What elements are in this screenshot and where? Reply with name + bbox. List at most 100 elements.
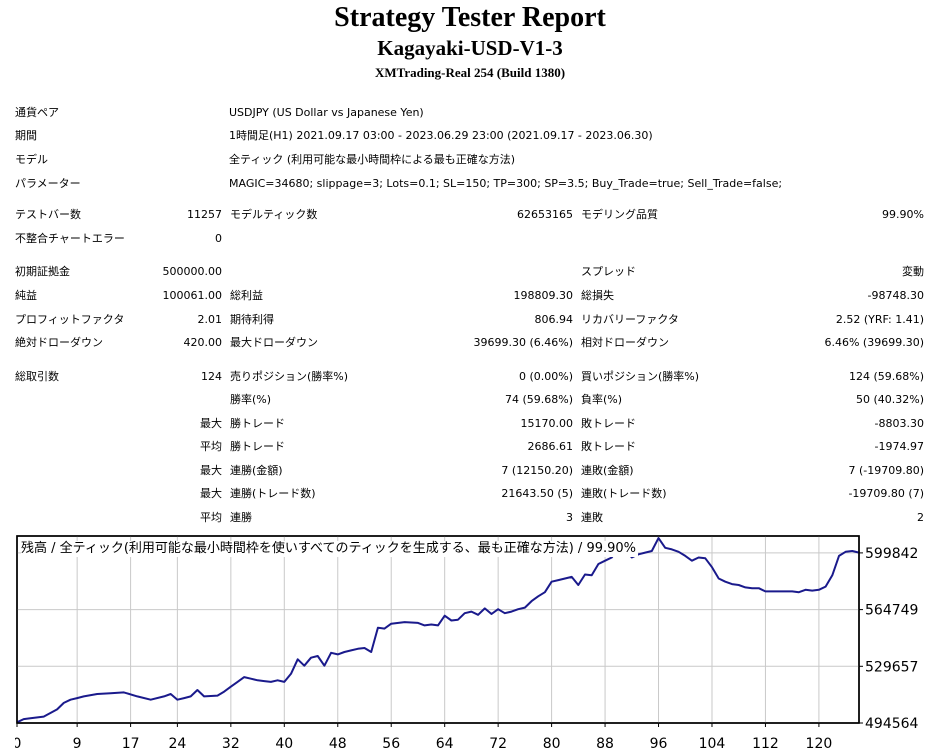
- pair-value: USDJPY (US Dollar vs Japanese Yen): [229, 106, 424, 119]
- x-tick-label: 120: [806, 736, 833, 752]
- quality-value: 99.90%: [882, 208, 924, 221]
- relative-drawdown-value: 6.46% (39699.30): [824, 336, 924, 349]
- quality-label: モデリング品質: [581, 208, 658, 221]
- average-loss-label: 敗トレード: [581, 440, 636, 453]
- pair-label: 通貨ペア: [15, 106, 59, 119]
- gross-profit-value: 198809.30: [513, 289, 574, 302]
- x-tick-label: 9: [73, 736, 82, 752]
- y-tick-label: 529657: [865, 659, 918, 675]
- largest-loss-value: -8803.30: [874, 417, 924, 430]
- x-tick-label: 40: [275, 736, 293, 752]
- average-consecutive-losses-value: 2: [917, 511, 924, 524]
- x-tick-label: 24: [168, 736, 186, 752]
- mismatch-errors-label: 不整合チャートエラー: [15, 232, 125, 245]
- bars-value: 11257: [187, 208, 222, 221]
- average-loss-value: -1974.97: [874, 440, 924, 453]
- plot-border: [16, 535, 860, 724]
- maximal-drawdown-value: 39699.30 (6.46%): [473, 336, 573, 349]
- server-name: XMTrading-Real 254 (Build 1380): [374, 65, 566, 80]
- x-tick-label: 48: [329, 736, 347, 752]
- largest-win-label: 勝トレード: [230, 417, 285, 430]
- y-tick-label: 564749: [865, 603, 918, 619]
- x-tick-label: 64: [436, 736, 454, 752]
- initial-deposit-label: 初期証拠金: [15, 265, 70, 278]
- x-tick-label: 112: [752, 736, 779, 752]
- largest-qualifier: 最大: [200, 417, 222, 430]
- expected-payoff-value: 806.94: [534, 313, 574, 326]
- balance-line: [16, 537, 860, 724]
- expert-advisor-name: Kagayaki-USD-V1-3: [377, 36, 563, 60]
- net-profit-label: 純益: [15, 289, 37, 302]
- period-label: 期間: [15, 129, 37, 142]
- maximum-qualifier: 最大: [200, 464, 222, 477]
- average-consecutive-wins-label: 連勝: [230, 511, 252, 524]
- ticks-label: モデルティック数: [230, 208, 318, 221]
- initial-deposit-value: 500000.00: [162, 265, 223, 278]
- ticks-value: 62653165: [517, 208, 573, 221]
- gross-loss-value: -98748.30: [867, 289, 924, 302]
- bars-label: テストバー数: [15, 208, 81, 221]
- largest-loss-label: 敗トレード: [581, 417, 636, 430]
- consecutive-losses-amount-label: 連敗(金額): [581, 464, 634, 477]
- consecutive-losses-trades-label: 連敗(トレード数): [581, 487, 667, 500]
- total-trades-value: 124: [201, 370, 222, 383]
- expected-payoff-label: 期待利得: [230, 313, 274, 326]
- loss-rate-value: 50 (40.32%): [855, 393, 924, 406]
- x-tick-label: 80: [543, 736, 561, 752]
- largest-win-value: 15170.00: [520, 417, 574, 430]
- average-consecutive-losses-label: 連敗: [581, 511, 603, 524]
- maximal-drawdown-label: 最大ドローダウン: [230, 336, 318, 349]
- mismatch-errors-value: 0: [215, 232, 222, 245]
- long-positions-label: 買いポジション(勝率%): [581, 370, 700, 383]
- x-tick-label: 104: [699, 736, 726, 752]
- chart-title: 残高 / 全ティック(利用可能な最小時間枠を使いすべてのティックを生成する、最も…: [21, 541, 639, 557]
- balance-chart-svg: 0 9 17 24 32 40 48 56 64 72 80 88 96 104 112 120 494564 5…: [15, 535, 919, 752]
- model-value: 全ティック (利用可能な最小時間枠による最も正確な方法): [229, 153, 516, 166]
- long-positions-value: 124 (59.68%): [848, 370, 924, 383]
- consecutive-wins-trades-label: 連勝(トレード数): [230, 487, 316, 500]
- spread-label: スプレッド: [581, 265, 636, 278]
- x-tick-label: 56: [382, 736, 400, 752]
- x-tick-label: 88: [596, 736, 614, 752]
- absolute-drawdown-label: 絶対ドローダウン: [15, 336, 103, 349]
- x-tick-label: 32: [222, 736, 240, 752]
- consecutive-wins-amount-value: 7 (12150.20): [501, 464, 573, 477]
- x-tick-label: 17: [122, 736, 140, 752]
- short-positions-label: 売りポジション(勝率%): [230, 370, 349, 383]
- maximal-qualifier: 最大: [200, 487, 222, 500]
- parameters-label: パラメーター: [15, 177, 81, 190]
- x-tick-label: 72: [489, 736, 507, 752]
- profit-factor-value: 2.01: [197, 313, 223, 326]
- consecutive-losses-trades-value: -19709.80 (7): [848, 487, 924, 500]
- model-label: モデル: [15, 153, 48, 166]
- balance-chart: 0 9 17 24 32 40 48 56 64 72 80 88 96 104 112 120 494564 5…: [15, 534, 940, 754]
- short-positions-value: 0 (0.00%): [518, 370, 573, 383]
- average-win-label: 勝トレード: [230, 440, 285, 453]
- average-consecutive-qualifier: 平均: [200, 511, 222, 524]
- total-trades-label: 総取引数: [15, 370, 59, 383]
- plot-frame: [16, 535, 860, 724]
- report-title: Strategy Tester Report: [334, 2, 606, 33]
- absolute-drawdown-value: 420.00: [183, 336, 223, 349]
- parameters-value: MAGIC=34680; slippage=3; Lots=0.1; SL=15…: [229, 177, 783, 190]
- gross-profit-label: 総利益: [230, 289, 263, 302]
- win-rate-label: 勝率(%): [230, 393, 272, 406]
- spread-value: 変動: [902, 265, 924, 278]
- gross-loss-label: 総損失: [581, 289, 614, 302]
- average-win-value: 2686.61: [527, 440, 574, 453]
- average-qualifier: 平均: [200, 440, 222, 453]
- recovery-factor-label: リカバリーファクタ: [581, 313, 679, 326]
- consecutive-wins-trades-value: 21643.50 (5): [501, 487, 573, 500]
- y-tick-label: 494564: [865, 716, 919, 732]
- consecutive-wins-amount-label: 連勝(金額): [230, 464, 283, 477]
- period-value: 1時間足(H1) 2021.09.17 03:00 - 2023.06.29 2…: [229, 129, 653, 142]
- win-rate-value: 74 (59.68%): [504, 393, 573, 406]
- average-consecutive-wins-value: 3: [566, 511, 573, 524]
- y-tick-label: 599842: [865, 546, 918, 562]
- loss-rate-label: 負率(%): [581, 393, 623, 406]
- net-profit-value: 100061.00: [162, 289, 223, 302]
- x-tick-label: 0: [15, 736, 21, 752]
- x-tick-label: 96: [650, 736, 668, 752]
- recovery-factor-value: 2.52 (YRF: 1.41): [835, 313, 924, 326]
- consecutive-losses-amount-value: 7 (-19709.80): [848, 464, 924, 477]
